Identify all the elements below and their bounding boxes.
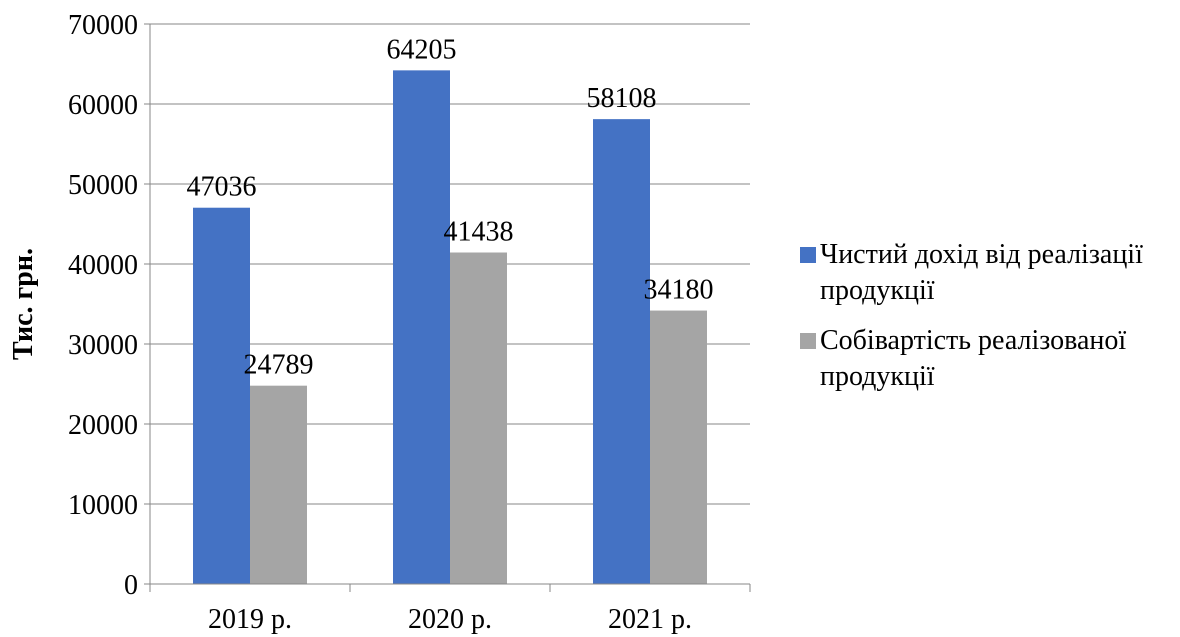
- data-label: 34180: [644, 275, 714, 306]
- data-label: 41438: [444, 216, 514, 247]
- x-tick-label: 2019 р.: [208, 604, 292, 635]
- legend: Чистий дохід від реалізації продукції Со…: [798, 237, 1178, 409]
- bar-revenue: [393, 70, 450, 585]
- data-label: 47036: [187, 172, 257, 203]
- data-label: 58108: [587, 83, 657, 114]
- y-tick-label: 40000: [68, 250, 138, 281]
- legend-item-revenue: Чистий дохід від реалізації продукції: [798, 237, 1178, 309]
- y-axis-label: Тис. грн.: [8, 248, 39, 360]
- bars: [193, 70, 707, 585]
- bar-cost: [450, 252, 507, 584]
- legend-label-cost: Собівартість реалізованої продукції: [820, 325, 1127, 392]
- bar-revenue: [593, 119, 650, 585]
- y-tick-label: 60000: [68, 90, 138, 121]
- axes: [144, 23, 751, 592]
- data-label: 24789: [244, 350, 314, 381]
- y-tick-label: 30000: [68, 330, 138, 361]
- y-tick-label: 0: [124, 570, 138, 601]
- legend-label-revenue: Чистий дохід від реалізації продукції: [820, 239, 1143, 306]
- y-tick-label: 20000: [68, 410, 138, 441]
- y-tick-label: 70000: [68, 10, 138, 41]
- x-tick-label: 2020 р.: [408, 604, 492, 635]
- y-tick-label: 10000: [68, 490, 138, 521]
- tick-labels: 0 10000 20000 30000 40000 50000 60000 70000 2019…: [68, 10, 692, 635]
- y-tick-label: 50000: [68, 170, 138, 201]
- legend-item-cost: Собівартість реалізованої продукції: [798, 323, 1178, 395]
- legend-swatch-revenue: [800, 247, 816, 263]
- bar-cost: [250, 385, 307, 584]
- bar-cost: [650, 310, 707, 584]
- x-tick-label: 2021 р.: [608, 604, 692, 635]
- legend-swatch-cost: [800, 333, 816, 349]
- data-labels: 47036 24789 64205 41438 58108 34180: [187, 34, 714, 380]
- bar-revenue: [193, 207, 250, 584]
- bar-chart: 0 10000 20000 30000 40000 50000 60000 70000 2019…: [8, 10, 751, 635]
- data-label: 64205: [387, 34, 457, 65]
